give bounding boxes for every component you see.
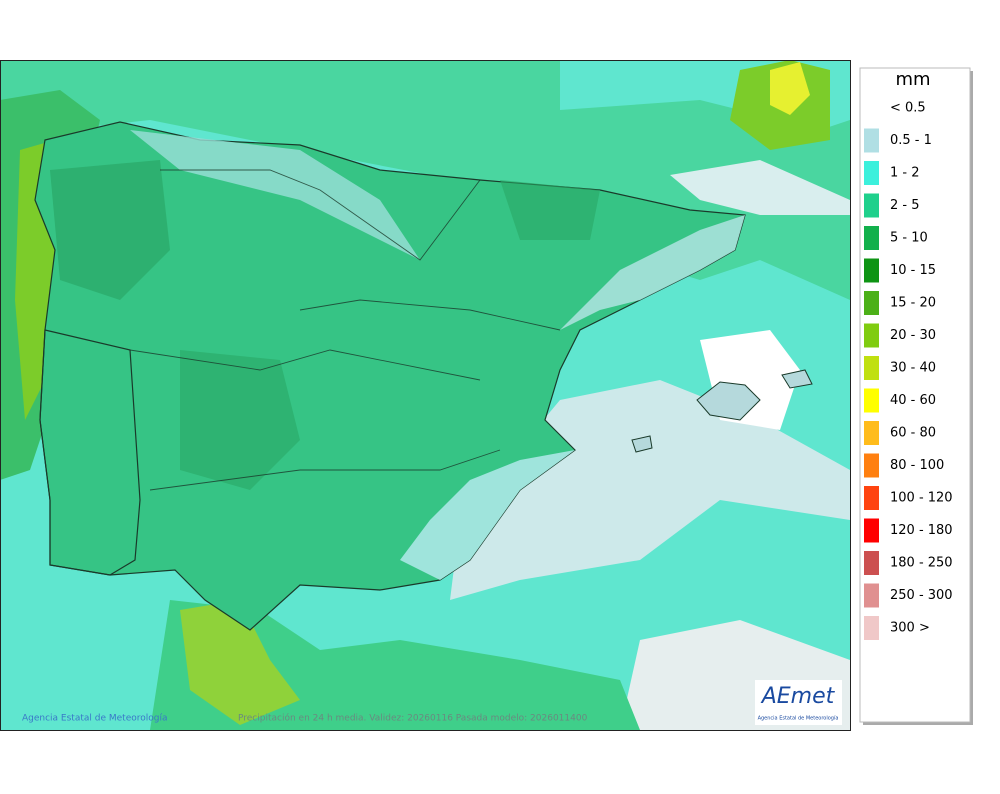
precip-area (770, 62, 810, 115)
legend-swatch (864, 518, 879, 543)
precip-area (180, 600, 300, 725)
legend-label: < 0.5 (890, 101, 926, 116)
legend-label: 300 > (890, 621, 930, 636)
map: Agencia Estatal de Meteorología Precipit… (0, 60, 850, 730)
legend-label: 60 - 80 (890, 426, 936, 441)
legend-label: 250 - 300 (890, 588, 953, 603)
legend-swatch (864, 616, 879, 640)
legend-label: 120 - 180 (890, 523, 953, 538)
legend-label: 2 - 5 (890, 198, 920, 213)
precip-area (50, 160, 170, 300)
legend-label: 20 - 30 (890, 328, 936, 343)
logo-box (755, 680, 842, 725)
legend-label: 100 - 120 (890, 491, 953, 506)
light-area (560, 215, 745, 330)
legend-swatch (864, 258, 879, 283)
legend-label: 30 - 40 (890, 361, 936, 376)
dry-area (670, 160, 850, 215)
legend-swatch (864, 291, 879, 315)
legend-title: mm (895, 69, 930, 90)
light-area (130, 130, 420, 260)
legend-label: 5 - 10 (890, 231, 928, 246)
legend-swatch (864, 193, 879, 218)
legend-swatch (864, 226, 879, 250)
legend-swatch (864, 421, 879, 445)
mallorca (696, 381, 761, 421)
legend-label: 10 - 15 (890, 263, 936, 278)
ibiza (631, 435, 653, 453)
legend-swatch (864, 128, 879, 153)
legend-label: 0.5 - 1 (890, 133, 932, 148)
logo-name: AEmet (760, 684, 836, 709)
legend-swatch (864, 551, 879, 575)
precip-area (180, 350, 300, 490)
precip-area (500, 180, 600, 240)
legend-swatch (864, 161, 879, 185)
logo-subtitle: Agencia Estatal de Meteorología (758, 715, 839, 722)
region-border (129, 169, 561, 491)
legend-swatch (864, 453, 879, 478)
legend-swatch (864, 486, 879, 510)
legend-label: 80 - 100 (890, 458, 944, 473)
menorca (781, 369, 813, 389)
legend-swatch (864, 388, 879, 413)
legend-swatch (864, 356, 879, 380)
light-area (400, 450, 575, 580)
legend-swatch (864, 323, 879, 348)
legend-swatch (864, 583, 879, 608)
legend-label: 180 - 250 (890, 556, 953, 571)
legend-label: 1 - 2 (890, 166, 920, 181)
credit: Agencia Estatal de Meteorología (22, 714, 168, 724)
caption: Precipitación en 24 h media. Validez: 20… (238, 713, 588, 724)
legend-label: 40 - 60 (890, 393, 936, 408)
legend-swatch (864, 96, 879, 120)
map-frame (0, 60, 851, 731)
legend-label: 15 - 20 (890, 296, 936, 311)
border (39, 329, 141, 576)
